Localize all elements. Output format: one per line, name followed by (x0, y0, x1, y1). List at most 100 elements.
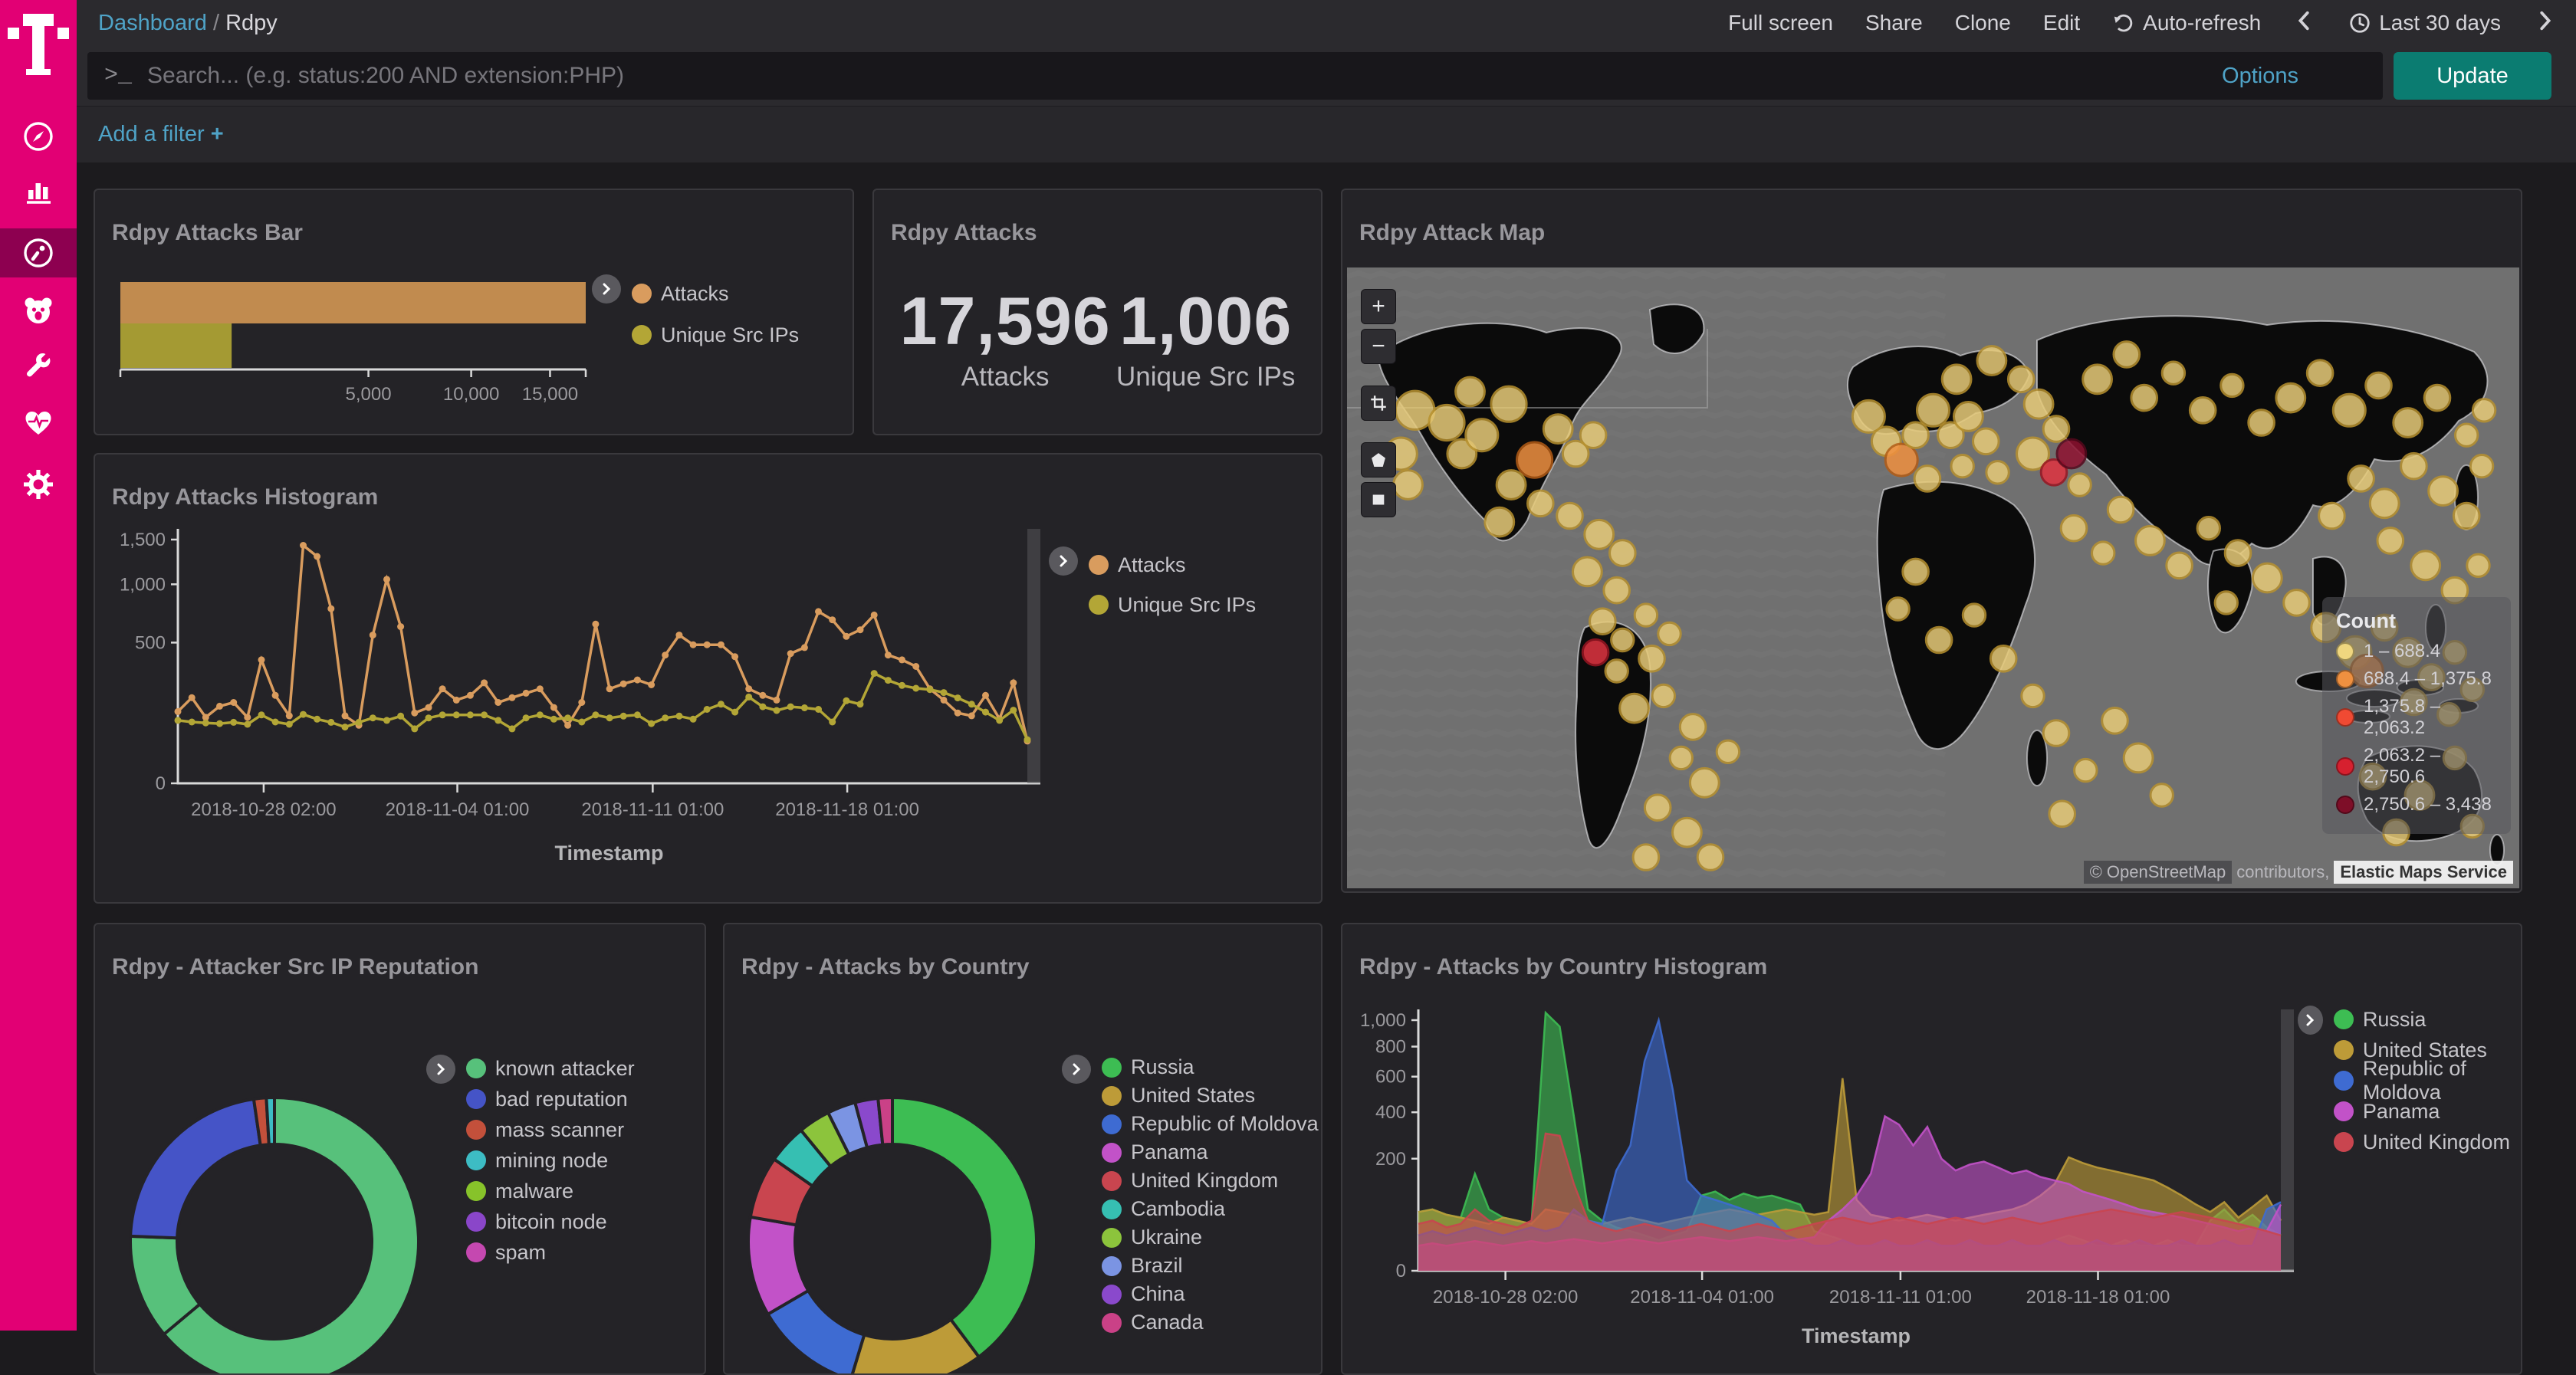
map-legend-item-688-4-1-375-8: 688.4 – 1,375.8 (2336, 668, 2497, 690)
legend-item-spam[interactable]: spam (466, 1237, 635, 1268)
legend-expand-button[interactable] (426, 1055, 455, 1084)
legend-item-attacks[interactable]: Attacks (1089, 545, 1256, 585)
attack-circle (2022, 388, 2055, 420)
attack-circle (1556, 501, 1584, 530)
legend-item-mass-scanner[interactable]: mass scanner (466, 1114, 635, 1145)
legend-item-china[interactable]: China (1102, 1280, 1319, 1308)
attack-circle (1561, 439, 1590, 468)
legend-item-known-attacker[interactable]: known attacker (466, 1053, 635, 1084)
attack-circle (2042, 719, 2071, 747)
sidebar-item-bear-app[interactable] (0, 286, 77, 335)
barchart-icon (27, 183, 51, 204)
legend-label: Panama (2362, 1099, 2440, 1123)
donut-slice-bad-reputation[interactable] (129, 1097, 262, 1240)
attack-circle (2016, 436, 2050, 471)
legend-expand-button[interactable] (592, 274, 621, 304)
options-link[interactable]: Options (2222, 63, 2298, 88)
attack-circle (2106, 495, 2135, 524)
legend-item-republic-of-moldova[interactable]: Republic of Moldova (1102, 1110, 1319, 1138)
map-count-legend: Count 1 – 688.4 688.4 – 1,375.8 1,375.8 – … (2322, 597, 2511, 834)
legend-item-ukraine[interactable]: Ukraine (1102, 1223, 1319, 1252)
attack-circle (1602, 576, 1631, 605)
legend-item-republic-of-moldova[interactable]: Republic of Moldova (2333, 1057, 2521, 1104)
legend-item-attacks[interactable]: Attacks (632, 273, 799, 314)
legend-item-russia[interactable]: Russia (1102, 1053, 1319, 1081)
clone-button[interactable]: Clone (1954, 11, 2011, 34)
legend-label: Attacks (1118, 553, 1186, 576)
add-filter-link[interactable]: Add a filter + (98, 122, 224, 146)
edit-button[interactable]: Edit (2042, 11, 2081, 34)
legend-item-cambodia[interactable]: Cambodia (1102, 1195, 1319, 1223)
rectangle-tool-button[interactable] (1361, 482, 1396, 517)
legend-item-united-kingdom[interactable]: United Kingdom (2333, 1127, 2521, 1157)
legend-item-panama[interactable]: Panama (2333, 1096, 2521, 1127)
time-forward-button[interactable] (2533, 9, 2556, 38)
attack-circle (1715, 739, 1741, 764)
attack-circle (2305, 359, 2334, 387)
polygon-tool-button[interactable] (1361, 442, 1396, 477)
legend-label: Russia (2362, 1007, 2426, 1031)
metric-unique-src-ips: 1,006 Unique Src IPs (1116, 282, 1295, 392)
attack-circle (1916, 392, 1950, 428)
sidebar-item-management[interactable] (0, 460, 77, 509)
full-screen-button[interactable]: Full screen (1728, 11, 1833, 34)
legend-item-canada[interactable]: Canada (1102, 1308, 1319, 1337)
legend-item-mining-node[interactable]: mining node (466, 1145, 635, 1176)
sidebar-item-visualize[interactable] (0, 166, 77, 215)
legend-item-malware[interactable]: malware (466, 1176, 635, 1206)
legend-expand-button[interactable] (1049, 546, 1078, 576)
world-map[interactable]: + − Count 1 – 688.4 688.4 – 1,375.8 1,375.… (1347, 267, 2519, 888)
metric-label: Unique Src IPs (1116, 362, 1296, 392)
legend-item-unique-src-ips[interactable]: Unique Src IPs (1089, 585, 1256, 625)
panel-title: Rdpy - Attacker Src IP Reputation (112, 953, 479, 980)
donut-slice-mining-node[interactable] (264, 1095, 276, 1147)
donut-slice-canada[interactable] (876, 1095, 894, 1147)
legend-item-russia[interactable]: Russia (2333, 1004, 2521, 1035)
legend-item-unique-src-ips[interactable]: Unique Src IPs (632, 314, 799, 356)
sidebar-item-dashboard[interactable] (0, 228, 77, 277)
legend-dot (1102, 1199, 1122, 1219)
svg-text:2018-11-04 01:00: 2018-11-04 01:00 (386, 799, 530, 820)
svg-text:800: 800 (1375, 1037, 1406, 1058)
update-button[interactable]: Update (2394, 52, 2551, 100)
attack-circle (2471, 398, 2497, 423)
attack-circle (2223, 539, 2252, 567)
legend-expand-button[interactable] (2298, 1006, 2323, 1035)
sidebar-item-discover[interactable] (0, 112, 77, 161)
breadcrumb-dashboard-link[interactable]: Dashboard (98, 10, 207, 35)
legend-label: Ukraine (1131, 1226, 1203, 1249)
ems-attribution[interactable]: Elastic Maps Service (2334, 861, 2513, 884)
attacks-bar-chart: 5,000 10,000 15,000 (119, 282, 587, 405)
search-input[interactable] (146, 62, 2383, 90)
legend-item-united-states[interactable]: United States (1102, 1081, 1319, 1110)
share-button[interactable]: Share (1865, 11, 1923, 34)
zoom-in-button[interactable]: + (1361, 289, 1396, 324)
attack-circle (1913, 464, 1942, 493)
legend-item-brazil[interactable]: Brazil (1102, 1252, 1319, 1280)
donut-slice-russia[interactable] (891, 1095, 1038, 1360)
attack-circle (1961, 602, 1987, 628)
osm-attribution[interactable]: © OpenStreetMap (2083, 861, 2233, 884)
legend-item-bad-reputation[interactable]: bad reputation (466, 1084, 635, 1114)
legend-expand-button[interactable] (1062, 1055, 1091, 1084)
metric-attacks: 17,596 Attacks (900, 282, 1111, 392)
time-back-button[interactable] (2293, 9, 2316, 38)
legend-item-united-states[interactable]: United States (2333, 1035, 2521, 1065)
map-attribution: © OpenStreetMap contributors, Elastic Ma… (2083, 861, 2513, 884)
attack-circle (1885, 596, 1911, 622)
sidebar-item-monitoring[interactable] (0, 398, 77, 447)
sidebar-item-dev-tools[interactable] (0, 342, 77, 391)
zoom-out-button[interactable]: − (1361, 329, 1396, 364)
legend-item-bitcoin-node[interactable]: bitcoin node (466, 1206, 635, 1237)
attack-circle (2112, 340, 2141, 369)
legend-label: Republic of Moldova (1131, 1112, 1319, 1135)
auto-refresh-button[interactable]: Auto-refresh (2112, 11, 2261, 35)
time-picker-button[interactable]: Last 30 days (2348, 11, 2501, 35)
legend-item-united-kingdom[interactable]: United Kingdom (1102, 1167, 1319, 1195)
attack-circle (2039, 458, 2068, 487)
attack-circle (2091, 540, 2116, 566)
crop-tool-button[interactable] (1361, 386, 1396, 421)
bear-icon (25, 297, 52, 323)
svg-text:2018-10-28 02:00: 2018-10-28 02:00 (191, 799, 337, 820)
legend-item-panama[interactable]: Panama (1102, 1138, 1319, 1167)
